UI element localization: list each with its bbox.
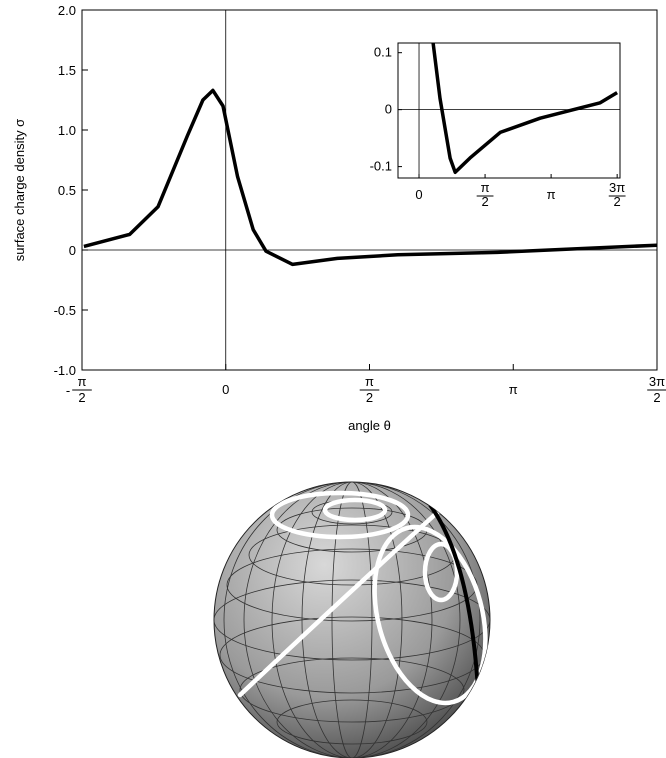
sphere-grid bbox=[214, 482, 490, 758]
y-tick-label: -0.1 bbox=[370, 159, 392, 174]
y-tick-label: -0.5 bbox=[54, 303, 76, 318]
plot-frame bbox=[397, 42, 621, 179]
inset-background bbox=[398, 43, 620, 178]
y-tick-label: 1.0 bbox=[58, 123, 76, 138]
y-axis-label: surface charge density σ bbox=[12, 119, 27, 261]
y-tick-label: 2.0 bbox=[58, 3, 76, 18]
data-line bbox=[431, 43, 619, 175]
y-tick-label: 0 bbox=[69, 243, 76, 258]
x-tick-label: π bbox=[547, 187, 556, 202]
x-tick-label: 3π 2 bbox=[609, 180, 625, 209]
sphere bbox=[213, 481, 491, 758]
sphere-body bbox=[213, 481, 491, 758]
x-axis-label: angle θ bbox=[348, 418, 391, 433]
y-tick-label: 0.5 bbox=[58, 183, 76, 198]
x-tick-label: 0 bbox=[415, 187, 422, 202]
y-tick-label: 0.1 bbox=[374, 45, 392, 60]
y-tick-label: -1.0 bbox=[54, 363, 76, 378]
x-tick-label: 0 bbox=[222, 382, 229, 397]
y-tick-label: 1.5 bbox=[58, 63, 76, 78]
x-tick-label: -π 2 bbox=[66, 374, 87, 405]
x-tick-label: 3π 2 bbox=[649, 374, 665, 405]
data-line bbox=[83, 88, 657, 267]
x-tick-label: π bbox=[509, 382, 518, 397]
y-tick-label: 0 bbox=[385, 102, 392, 117]
